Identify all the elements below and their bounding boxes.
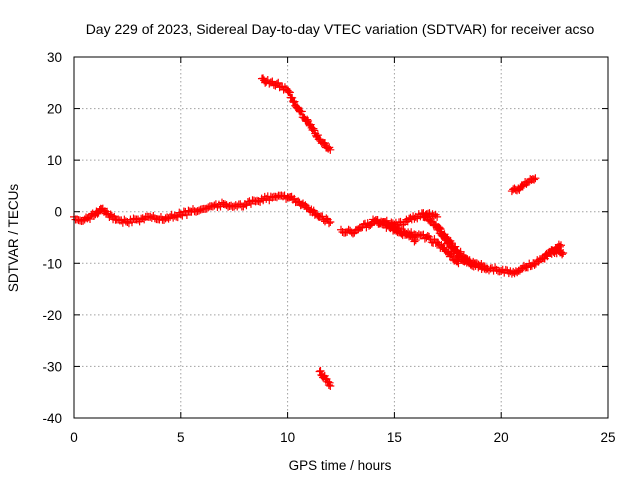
- y-tick-label: 30: [47, 50, 62, 65]
- data-point-fill: [445, 239, 454, 248]
- data-point-fill: [285, 88, 294, 97]
- x-tick-label: 0: [70, 430, 78, 445]
- x-tick-label: 25: [600, 430, 615, 445]
- data-point-fill: [410, 237, 419, 246]
- x-tick-label: 15: [387, 430, 402, 445]
- data-point-fill: [268, 77, 277, 86]
- data-point-fill: [324, 219, 333, 228]
- data-point-fill: [303, 115, 312, 124]
- data-point-fill: [290, 97, 299, 106]
- data-point: [326, 145, 335, 154]
- data-point-fill: [446, 242, 455, 251]
- y-tick-label: 10: [47, 153, 62, 168]
- data-point: [326, 218, 335, 227]
- data-point-fill: [297, 107, 306, 116]
- data-point-fill: [434, 224, 443, 233]
- series-track-20-22: [507, 174, 540, 196]
- series-track-22-23-b: [546, 244, 568, 259]
- x-tick-label: 20: [494, 430, 509, 445]
- series-track-17-22: [433, 223, 548, 278]
- axes: 0 5 10 15 20 25 -40 -30 -20 -10 0 10 20 30: [42, 50, 615, 445]
- data-point: [559, 248, 568, 257]
- y-tick-label: -30: [42, 359, 62, 374]
- data-point-fill: [320, 138, 329, 147]
- series-main-track: [70, 191, 335, 228]
- y-tick-label: -40: [42, 411, 62, 426]
- data-point-fill: [86, 214, 95, 223]
- data-point: [531, 174, 540, 183]
- y-tick-label: 20: [47, 102, 62, 117]
- series-track-low-11-12: [315, 366, 335, 391]
- data-point: [433, 212, 442, 221]
- y-axis-label: SDTVAR / TECUs: [6, 184, 21, 293]
- data-point-fill: [306, 120, 315, 129]
- data-point: [326, 382, 335, 391]
- data-point-fill: [530, 260, 539, 269]
- data-point-fill: [303, 203, 312, 212]
- series-track-14-20-lower: [369, 215, 463, 268]
- data-point-fill: [313, 131, 322, 140]
- plot-frame: [73, 56, 609, 419]
- x-tick-label: 10: [280, 430, 295, 445]
- data-point-fill: [322, 214, 331, 223]
- y-tick-label: -20: [42, 308, 62, 323]
- x-axis-label: GPS time / hours: [289, 458, 392, 473]
- chart-title: Day 229 of 2023, Sidereal Day-to-day VTE…: [86, 21, 595, 37]
- y-tick-label: -10: [42, 256, 62, 271]
- data-point-fill: [309, 124, 318, 133]
- data-point-fill: [318, 212, 327, 221]
- y-tick-label: 0: [54, 205, 62, 220]
- data-points: [70, 74, 568, 391]
- data-point-fill: [530, 175, 539, 184]
- x-tick-label: 5: [177, 430, 185, 445]
- grid-lines: [74, 57, 608, 418]
- data-point-fill: [558, 250, 567, 259]
- data-point-fill: [316, 366, 325, 375]
- series-track-high-9-12: [257, 74, 335, 154]
